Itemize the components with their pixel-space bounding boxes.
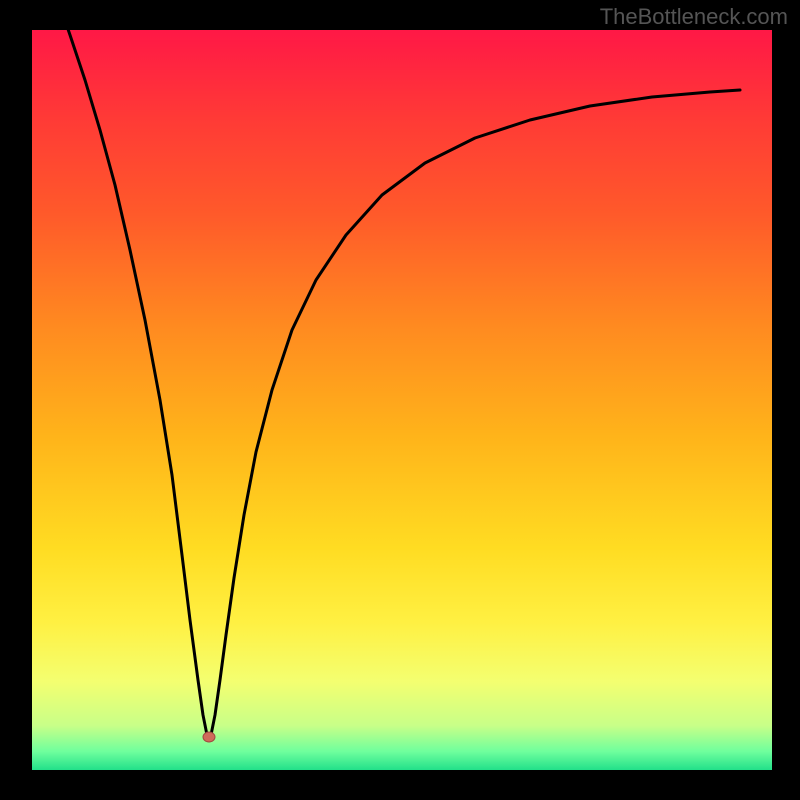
bottleneck-curve	[58, 0, 740, 736]
chart-svg	[32, 30, 772, 770]
plot-area	[32, 30, 772, 770]
watermark-text: TheBottleneck.com	[600, 4, 788, 30]
minimum-marker	[203, 732, 215, 742]
